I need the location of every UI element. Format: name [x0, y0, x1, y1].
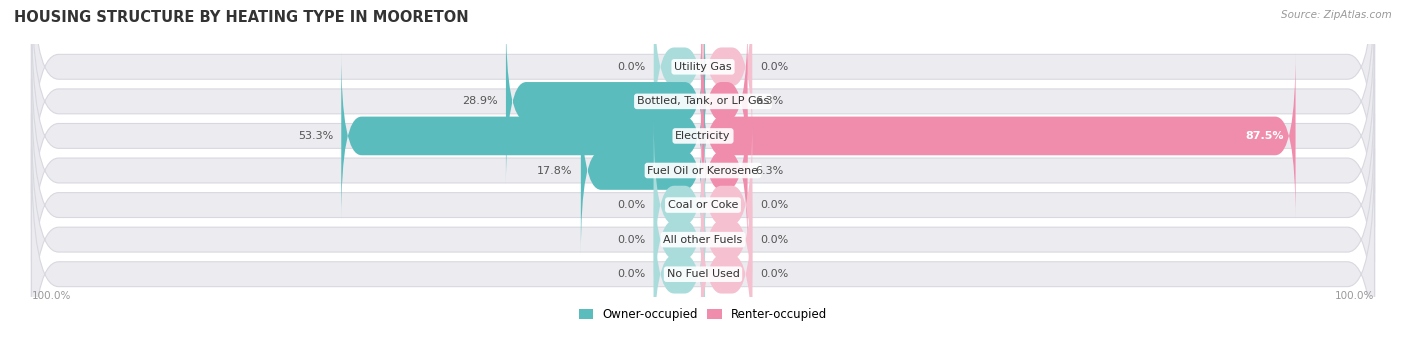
FancyBboxPatch shape: [31, 0, 1375, 193]
Text: 6.3%: 6.3%: [755, 97, 785, 106]
Text: All other Fuels: All other Fuels: [664, 235, 742, 244]
Text: 17.8%: 17.8%: [537, 165, 572, 176]
Text: 53.3%: 53.3%: [298, 131, 333, 141]
FancyBboxPatch shape: [342, 51, 704, 220]
FancyBboxPatch shape: [31, 0, 1375, 227]
Text: Source: ZipAtlas.com: Source: ZipAtlas.com: [1281, 10, 1392, 20]
Text: 0.0%: 0.0%: [617, 200, 645, 210]
Text: 100.0%: 100.0%: [31, 291, 70, 301]
FancyBboxPatch shape: [654, 121, 704, 290]
FancyBboxPatch shape: [654, 155, 704, 324]
Text: 0.0%: 0.0%: [617, 269, 645, 279]
FancyBboxPatch shape: [702, 51, 1295, 220]
Text: 87.5%: 87.5%: [1244, 131, 1284, 141]
FancyBboxPatch shape: [702, 17, 748, 186]
FancyBboxPatch shape: [702, 155, 752, 324]
Text: No Fuel Used: No Fuel Used: [666, 269, 740, 279]
Text: 0.0%: 0.0%: [761, 269, 789, 279]
Legend: Owner-occupied, Renter-occupied: Owner-occupied, Renter-occupied: [574, 303, 832, 326]
FancyBboxPatch shape: [31, 45, 1375, 296]
Text: Coal or Coke: Coal or Coke: [668, 200, 738, 210]
Text: Bottled, Tank, or LP Gas: Bottled, Tank, or LP Gas: [637, 97, 769, 106]
FancyBboxPatch shape: [702, 86, 748, 255]
Text: 0.0%: 0.0%: [617, 235, 645, 244]
Text: HOUSING STRUCTURE BY HEATING TYPE IN MOORETON: HOUSING STRUCTURE BY HEATING TYPE IN MOO…: [14, 10, 468, 25]
Text: 28.9%: 28.9%: [463, 97, 498, 106]
FancyBboxPatch shape: [654, 0, 704, 151]
Text: Electricity: Electricity: [675, 131, 731, 141]
FancyBboxPatch shape: [654, 190, 704, 341]
FancyBboxPatch shape: [581, 86, 704, 255]
FancyBboxPatch shape: [702, 190, 752, 341]
Text: 6.3%: 6.3%: [755, 165, 785, 176]
Text: 0.0%: 0.0%: [761, 200, 789, 210]
FancyBboxPatch shape: [702, 121, 752, 290]
Text: 100.0%: 100.0%: [1336, 291, 1375, 301]
FancyBboxPatch shape: [31, 79, 1375, 331]
FancyBboxPatch shape: [31, 114, 1375, 341]
Text: Utility Gas: Utility Gas: [675, 62, 731, 72]
FancyBboxPatch shape: [31, 148, 1375, 341]
Text: Fuel Oil or Kerosene: Fuel Oil or Kerosene: [647, 165, 759, 176]
Text: 0.0%: 0.0%: [617, 62, 645, 72]
FancyBboxPatch shape: [702, 0, 752, 151]
Text: 0.0%: 0.0%: [761, 62, 789, 72]
FancyBboxPatch shape: [31, 10, 1375, 262]
FancyBboxPatch shape: [506, 17, 704, 186]
Text: 0.0%: 0.0%: [761, 235, 789, 244]
